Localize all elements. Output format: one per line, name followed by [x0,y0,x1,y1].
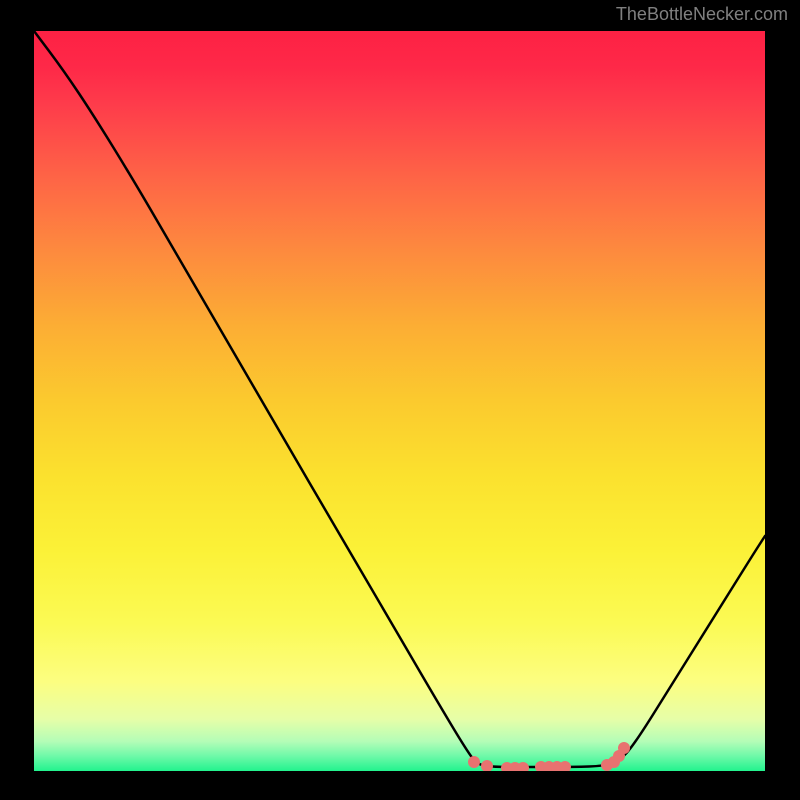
attribution-text: TheBottleNecker.com [616,4,788,25]
curve-marker [517,762,529,771]
curve-marker [618,742,630,754]
curve-marker [481,760,493,771]
bottleneck-curve [34,31,765,767]
curve-layer [34,31,765,771]
markers-group [468,742,630,771]
curve-marker [468,756,480,768]
chart-plot-area [34,31,765,771]
